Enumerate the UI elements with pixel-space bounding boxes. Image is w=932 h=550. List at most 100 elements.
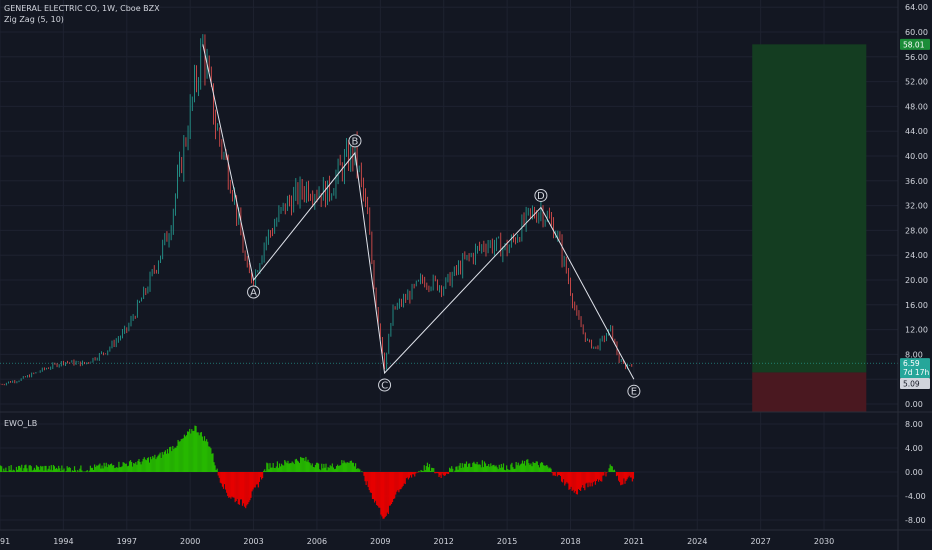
ewo-bar bbox=[470, 467, 472, 472]
ewo-bar bbox=[567, 472, 569, 484]
ewo-bar bbox=[44, 465, 46, 472]
ewo-bar bbox=[32, 469, 34, 472]
ewo-bar bbox=[433, 468, 435, 472]
ewo-bar bbox=[324, 467, 326, 472]
ewo-bar bbox=[428, 464, 431, 472]
ewo-bar bbox=[533, 462, 535, 472]
ewo-bar bbox=[624, 472, 626, 484]
ewo-bar bbox=[303, 458, 305, 472]
ewo-bar bbox=[364, 472, 366, 482]
ewo-bar bbox=[325, 463, 327, 472]
ewo-bar bbox=[492, 465, 494, 472]
ewo-bar bbox=[208, 446, 210, 472]
ewo-bar bbox=[534, 463, 536, 472]
ewo-bar bbox=[503, 469, 506, 472]
ewo-bar bbox=[72, 470, 75, 472]
ewo-bar bbox=[6, 471, 8, 472]
ewo-bar bbox=[204, 441, 207, 472]
ewo-bar bbox=[275, 466, 277, 472]
ewo-bar bbox=[460, 467, 462, 472]
ewo-bar bbox=[8, 465, 10, 472]
ewo-bar bbox=[316, 462, 319, 472]
ewo-bar bbox=[622, 472, 624, 485]
ewo-bar bbox=[190, 433, 192, 472]
stop-price-tag: 5.09 bbox=[903, 379, 920, 388]
ewo-bar bbox=[436, 472, 438, 473]
ewo-bar bbox=[389, 472, 392, 506]
ewo-bar bbox=[126, 466, 128, 472]
ewo-bar bbox=[451, 466, 453, 472]
ewo-bar bbox=[488, 464, 490, 472]
ewo-bar bbox=[109, 464, 112, 472]
ewo-bar bbox=[320, 470, 322, 472]
ewo-bar bbox=[593, 472, 595, 482]
ewo-bar bbox=[600, 472, 602, 482]
ewo-bar bbox=[202, 440, 205, 472]
price-tick-label: 20.00 bbox=[905, 276, 928, 285]
ewo-bar bbox=[146, 458, 149, 472]
ewo-bar bbox=[16, 469, 19, 472]
ewo-bar bbox=[408, 472, 411, 478]
ewo-bar bbox=[429, 470, 432, 472]
ewo-bar bbox=[148, 462, 151, 472]
ewo-bar bbox=[120, 467, 122, 472]
ewo-bar bbox=[340, 465, 342, 472]
ewo-bar bbox=[529, 464, 531, 472]
ewo-bar bbox=[55, 467, 58, 472]
ewo-bar bbox=[397, 472, 399, 491]
ewo-bar bbox=[386, 472, 388, 513]
ewo-bar bbox=[581, 472, 583, 488]
ewo-bar bbox=[141, 461, 143, 472]
ewo-bar bbox=[493, 464, 495, 472]
ewo-bar bbox=[626, 472, 628, 480]
time-tick-label: 2000 bbox=[180, 537, 200, 546]
ewo-bar bbox=[65, 470, 67, 472]
ewo-bar bbox=[545, 465, 547, 472]
wave-label-circle bbox=[348, 134, 362, 148]
ewo-bar bbox=[62, 470, 64, 472]
ewo-bar bbox=[92, 469, 95, 472]
ewo-bar bbox=[179, 441, 181, 472]
ewo-bar bbox=[379, 472, 381, 508]
ewo-bar bbox=[232, 472, 234, 498]
ewo-bar bbox=[519, 464, 521, 472]
ewo-legend[interactable]: EWO_LB bbox=[4, 419, 38, 428]
ewo-bar bbox=[59, 468, 61, 472]
symbol-legend[interactable]: GENERAL ELECTRIC CO, 1W, Cboe BZX bbox=[4, 4, 160, 13]
ewo-bar bbox=[412, 472, 414, 475]
ewo-bar bbox=[432, 467, 434, 472]
ewo-bar bbox=[154, 454, 156, 472]
ewo-bar bbox=[510, 464, 512, 472]
ewo-bar bbox=[308, 462, 310, 472]
ewo-bar bbox=[292, 462, 294, 472]
zigzag-lines: A B C D E bbox=[202, 44, 641, 398]
ewo-bar bbox=[235, 472, 237, 502]
ewo-bar bbox=[249, 472, 251, 501]
ewo-bar bbox=[10, 465, 12, 472]
ewo-bar bbox=[371, 472, 374, 499]
ewo-bar bbox=[24, 465, 26, 472]
ewo-bar bbox=[194, 425, 196, 472]
ewo-bar bbox=[250, 472, 252, 498]
zigzag-legend[interactable]: Zig Zag (5, 10) bbox=[4, 15, 64, 24]
ewo-bar bbox=[610, 465, 612, 472]
ewo-bar bbox=[167, 453, 170, 472]
ewo-bar bbox=[278, 463, 281, 472]
ewo-bar bbox=[164, 450, 167, 472]
ewo-bar bbox=[554, 472, 556, 477]
ewo-bar bbox=[7, 471, 9, 472]
ewo-bar bbox=[91, 467, 94, 472]
ewo-bar bbox=[98, 464, 100, 472]
ewo-bar bbox=[254, 472, 256, 488]
ewo-bar bbox=[538, 467, 540, 472]
price-tick-label: 48.00 bbox=[905, 102, 928, 111]
ewo-bar bbox=[339, 465, 341, 472]
ewo-bar bbox=[240, 472, 243, 500]
ewo-bar bbox=[283, 465, 285, 472]
ewo-bar bbox=[314, 464, 317, 472]
ewo-bar bbox=[253, 472, 255, 488]
ewo-bar bbox=[192, 430, 194, 472]
ewo-bar bbox=[229, 472, 231, 498]
wave-label-d: D bbox=[537, 191, 545, 202]
